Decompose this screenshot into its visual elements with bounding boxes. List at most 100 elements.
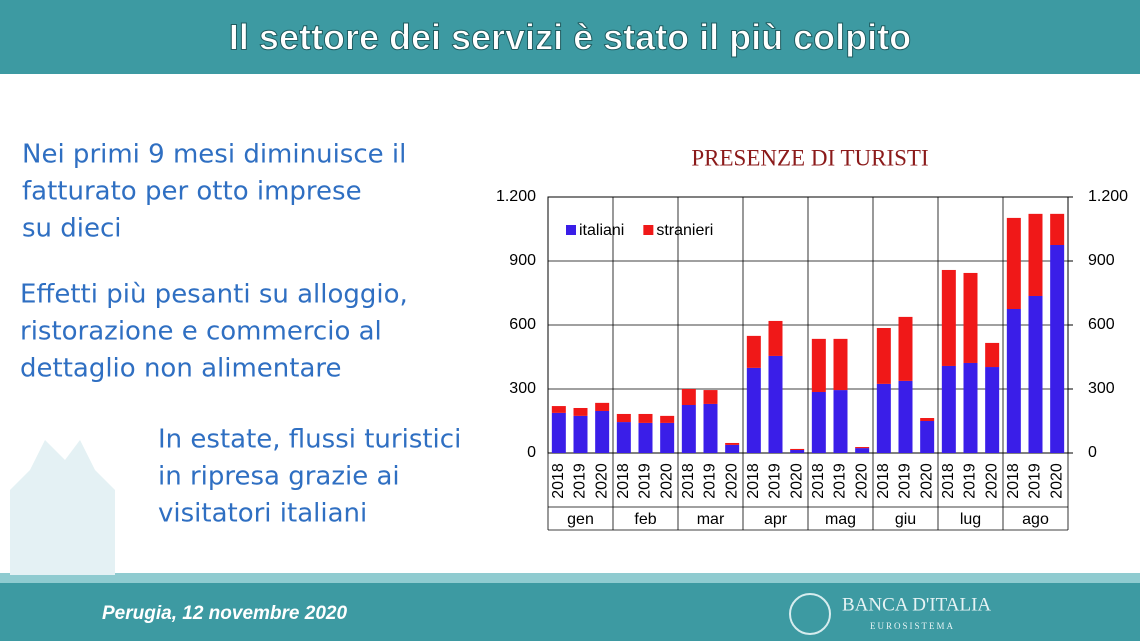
bar-segment <box>573 415 588 453</box>
group-label: lug <box>960 511 981 528</box>
y2-tick-label: 1.200 <box>1088 188 1128 205</box>
bar-segment <box>833 338 848 391</box>
bar-segment <box>985 342 1000 368</box>
bar-segment <box>725 444 740 453</box>
x-tick-label: 2019 <box>1027 463 1044 499</box>
bar-segment <box>616 422 631 453</box>
y2-tick-label: 600 <box>1088 316 1115 333</box>
bar-segment <box>941 269 956 366</box>
bar-segment <box>703 390 718 404</box>
x-tick-label: 2020 <box>658 463 675 499</box>
group-label: mag <box>825 511 856 528</box>
logo-icon <box>789 593 831 635</box>
bar-segment <box>790 448 805 451</box>
bar-segment <box>638 422 653 453</box>
x-tick-label: 2018 <box>745 463 762 499</box>
bar-segment <box>1050 213 1065 245</box>
bar-segment <box>638 413 653 423</box>
cathedral-decoration <box>10 440 115 575</box>
y-tick-label: 0 <box>527 444 536 461</box>
plot-frame <box>547 196 1069 454</box>
group-label: feb <box>634 511 656 528</box>
legend-swatch <box>643 225 654 235</box>
bar-segment <box>1006 309 1021 453</box>
bar-segment <box>941 365 956 453</box>
bullet-line: in ripresa grazie ai <box>158 462 400 492</box>
y2-tick-label: 300 <box>1088 380 1115 397</box>
x-tick-label: 2020 <box>788 463 805 499</box>
slide-title: Il settore dei servizi è stato il più co… <box>229 17 911 58</box>
bar-segment <box>963 362 978 453</box>
y-tick-label: 300 <box>509 380 536 397</box>
x-tick-label: 2018 <box>810 463 827 499</box>
bar-segment <box>725 442 740 445</box>
bar-segment <box>920 418 935 421</box>
bar-segment <box>573 407 588 416</box>
bar-segment <box>876 383 891 453</box>
bar-segment <box>898 380 913 453</box>
x-tick-label: 2020 <box>723 463 740 499</box>
footer-text: Perugia, 12 novembre 2020 <box>102 603 347 624</box>
y2-tick-label: 0 <box>1088 444 1097 461</box>
legend-label: stranieri <box>656 222 713 239</box>
bar-segment <box>985 367 1000 453</box>
x-tick-label: 2018 <box>1005 463 1022 499</box>
bar-segment <box>1050 245 1065 453</box>
x-tick-label: 2018 <box>680 463 697 499</box>
footer-bar <box>0 583 1140 641</box>
x-tick-label: 2019 <box>897 463 914 499</box>
bar-segment <box>681 389 696 405</box>
bullet-line: dettaglio non alimentare <box>20 354 342 384</box>
bar-segment <box>595 402 610 411</box>
bar-segment <box>660 415 675 423</box>
x-tick-label: 2020 <box>1048 463 1065 499</box>
bar-segment <box>790 450 805 453</box>
bar-segment <box>660 422 675 453</box>
footer-strip <box>0 573 1140 583</box>
logo-name: BANCA D'ITALIA <box>842 594 991 615</box>
x-tick-label: 2018 <box>875 463 892 499</box>
legend-label: italiani <box>579 222 624 239</box>
x-tick-label: 2019 <box>962 463 979 499</box>
x-tick-label: 2018 <box>615 463 632 499</box>
header-bar <box>0 0 1140 74</box>
bar-segment <box>811 338 826 392</box>
bar-segment <box>746 367 761 453</box>
bar-segment <box>1006 217 1021 309</box>
bar-segment <box>681 405 696 453</box>
bar-segment <box>811 391 826 453</box>
y2-tick-label: 900 <box>1088 252 1115 269</box>
x-tick-label: 2019 <box>572 463 589 499</box>
x-tick-label: 2019 <box>702 463 719 499</box>
bar-segment <box>855 448 870 453</box>
bar-segment <box>616 413 631 423</box>
bar-segment <box>551 412 566 453</box>
bullet-line: ristorazione e commercio al <box>20 317 382 347</box>
y-tick-label: 900 <box>509 252 536 269</box>
x-tick-label: 2019 <box>832 463 849 499</box>
x-tick-label: 2020 <box>593 463 610 499</box>
bullet-line: Effetti più pesanti su alloggio, <box>20 280 408 310</box>
bullet-line: su dieci <box>22 214 122 244</box>
x-tick-label: 2018 <box>940 463 957 499</box>
bullet-line: fatturato per otto imprese <box>22 177 362 207</box>
bar-segment <box>920 421 935 453</box>
group-label: gen <box>567 511 594 528</box>
bullet-line: Nei primi 9 mesi diminuisce il <box>22 140 406 170</box>
legend-swatch <box>566 225 576 235</box>
bar-segment <box>746 335 761 368</box>
bar-segment <box>703 403 718 453</box>
bar-segment <box>595 410 610 453</box>
group-label: giu <box>895 511 916 528</box>
group-label: apr <box>764 511 788 528</box>
y-tick-label: 600 <box>509 316 536 333</box>
x-tick-label: 2020 <box>983 463 1000 499</box>
x-tick-label: 2019 <box>767 463 784 499</box>
bar-segment <box>768 320 783 356</box>
x-tick-label: 2020 <box>853 463 870 499</box>
bar-segment <box>876 327 891 384</box>
x-tick-label: 2018 <box>550 463 567 499</box>
bullet-line: visitatori italiani <box>158 499 367 529</box>
bar-segment <box>768 355 783 453</box>
